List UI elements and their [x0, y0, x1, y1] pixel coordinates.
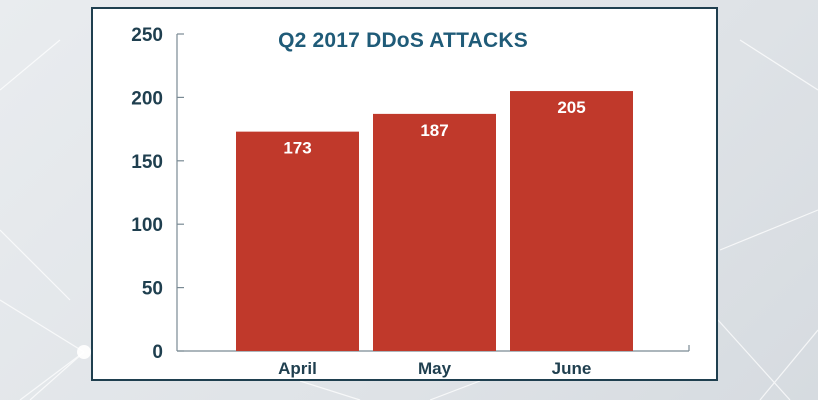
bar-value-label: 173 [283, 139, 311, 158]
bar-value-label: 205 [557, 98, 585, 117]
bar-april [236, 131, 359, 351]
bar-chart: 0 50 100 150 200 250 173 April 187 May 205 June [131, 25, 690, 378]
y-tick-label: 150 [131, 152, 163, 173]
bar-may [373, 113, 496, 351]
chart-title: Q2 2017 DDoS ATTACKS [278, 29, 528, 52]
y-tick-label: 200 [131, 88, 163, 109]
x-tick-label: May [418, 359, 452, 378]
x-tick-label: April [278, 359, 317, 378]
y-tick-label: 50 [142, 279, 163, 300]
y-tick-label: 250 [131, 25, 163, 46]
bar-june [510, 91, 633, 351]
x-tick-label: June [552, 359, 592, 378]
y-tick-label: 100 [131, 215, 163, 236]
chart-panel: Q2 2017 DDoS ATTACKS 0 50 100 150 200 250 173 A… [91, 7, 718, 381]
bar-value-label: 187 [420, 121, 448, 140]
y-tick-label: 0 [152, 342, 163, 363]
